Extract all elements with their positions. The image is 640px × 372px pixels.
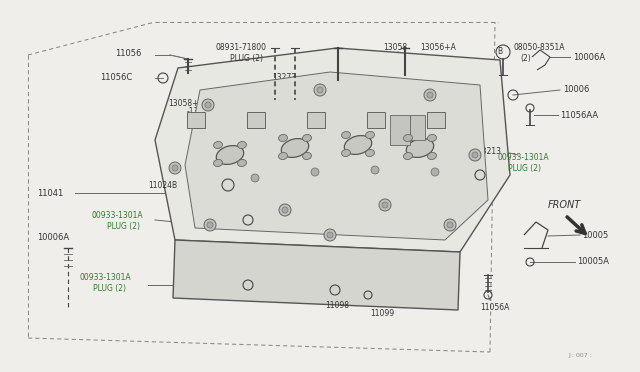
Circle shape — [327, 232, 333, 238]
Ellipse shape — [216, 145, 244, 164]
Text: 13212: 13212 — [235, 193, 259, 202]
Text: PLUG (2): PLUG (2) — [230, 54, 263, 62]
Bar — [187, 112, 205, 128]
Ellipse shape — [344, 135, 372, 154]
Text: 13213: 13213 — [477, 148, 501, 157]
Text: 11041: 11041 — [37, 189, 63, 198]
Text: 11056C: 11056C — [100, 74, 132, 83]
Text: 13058: 13058 — [383, 44, 407, 52]
Text: 10006A: 10006A — [37, 234, 69, 243]
Bar — [367, 112, 385, 128]
Ellipse shape — [278, 153, 287, 160]
Text: 11099: 11099 — [370, 308, 394, 317]
Text: PLUG (2): PLUG (2) — [508, 164, 541, 173]
Text: 10006: 10006 — [563, 86, 589, 94]
Text: 00933-1301A: 00933-1301A — [80, 273, 132, 282]
Bar — [307, 112, 325, 128]
Text: 08050-8351A: 08050-8351A — [513, 42, 564, 51]
Text: 11056AA: 11056AA — [560, 110, 598, 119]
Ellipse shape — [365, 131, 374, 138]
Text: J : 007 :: J : 007 : — [568, 353, 592, 357]
Circle shape — [204, 219, 216, 231]
Circle shape — [317, 87, 323, 93]
Ellipse shape — [342, 150, 351, 157]
Ellipse shape — [278, 134, 287, 141]
Text: -13058: -13058 — [187, 108, 214, 116]
Polygon shape — [155, 48, 510, 252]
Bar — [390, 115, 410, 145]
Circle shape — [382, 202, 388, 208]
Text: PLUG (2): PLUG (2) — [107, 221, 140, 231]
Text: 10006A: 10006A — [573, 52, 605, 61]
Circle shape — [202, 99, 214, 111]
Circle shape — [447, 222, 453, 228]
Text: FRONT: FRONT — [548, 200, 581, 210]
Text: B: B — [497, 48, 502, 57]
Ellipse shape — [365, 150, 374, 157]
Circle shape — [282, 207, 288, 213]
Ellipse shape — [404, 153, 412, 160]
Text: 13273: 13273 — [272, 74, 296, 83]
Circle shape — [324, 229, 336, 241]
Bar — [427, 112, 445, 128]
Text: 11056A: 11056A — [480, 304, 509, 312]
Text: (2): (2) — [520, 54, 531, 62]
Ellipse shape — [214, 141, 223, 148]
Ellipse shape — [237, 141, 246, 148]
Polygon shape — [185, 72, 488, 240]
Circle shape — [279, 204, 291, 216]
Ellipse shape — [428, 153, 436, 160]
Circle shape — [172, 165, 178, 171]
Text: PLUG (2): PLUG (2) — [93, 285, 126, 294]
Text: 11056: 11056 — [115, 49, 141, 58]
Circle shape — [311, 168, 319, 176]
Ellipse shape — [303, 134, 312, 141]
Circle shape — [205, 102, 211, 108]
Ellipse shape — [214, 160, 223, 167]
Circle shape — [314, 84, 326, 96]
Text: 08931-71800: 08931-71800 — [215, 42, 266, 51]
Ellipse shape — [237, 160, 246, 167]
Ellipse shape — [281, 139, 308, 157]
Circle shape — [424, 89, 436, 101]
Circle shape — [251, 174, 259, 182]
Circle shape — [472, 152, 478, 158]
Text: 00933-1301A: 00933-1301A — [92, 211, 143, 219]
Circle shape — [169, 162, 181, 174]
Bar — [410, 115, 425, 140]
Ellipse shape — [404, 134, 412, 141]
Circle shape — [444, 219, 456, 231]
Ellipse shape — [428, 134, 436, 141]
Circle shape — [207, 222, 213, 228]
Text: 13058+A: 13058+A — [168, 99, 204, 108]
Ellipse shape — [406, 139, 434, 157]
Circle shape — [469, 149, 481, 161]
Bar — [247, 112, 265, 128]
Text: 11098: 11098 — [325, 301, 349, 310]
Ellipse shape — [303, 153, 312, 160]
Circle shape — [427, 92, 433, 98]
Circle shape — [431, 168, 439, 176]
Text: 10005: 10005 — [582, 231, 608, 240]
Circle shape — [371, 166, 379, 174]
Text: 10005A: 10005A — [577, 257, 609, 266]
Text: 13056+A: 13056+A — [420, 42, 456, 51]
Polygon shape — [173, 240, 460, 310]
Text: 11024B: 11024B — [148, 180, 177, 189]
Circle shape — [379, 199, 391, 211]
Ellipse shape — [342, 131, 351, 138]
Text: 00933-1301A: 00933-1301A — [497, 153, 548, 161]
